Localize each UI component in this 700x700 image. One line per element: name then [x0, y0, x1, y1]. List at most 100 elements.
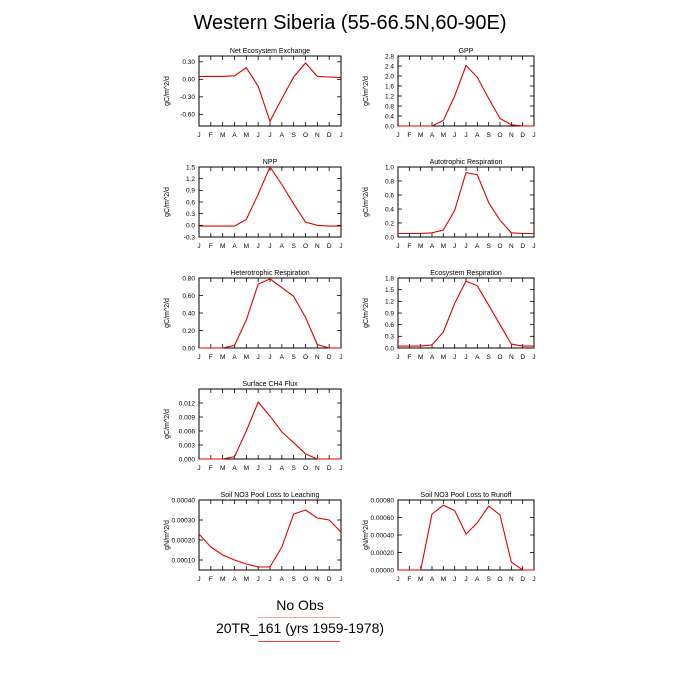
plot-frame: [198, 388, 342, 460]
y-tick-label: 0.0: [385, 234, 394, 241]
y-tick-label: 0.00: [182, 345, 195, 352]
x-tick-label: J: [339, 354, 342, 361]
x-tick-label: M: [418, 354, 423, 361]
y-tick-label: 0.00: [182, 77, 195, 84]
series-line: [198, 509, 342, 568]
x-tick-label: N: [509, 243, 514, 250]
x-tick-label: J: [464, 576, 467, 583]
x-tick-label: N: [509, 576, 514, 583]
x-tick-label: D: [520, 576, 525, 583]
x-tick-label: J: [257, 465, 260, 472]
y-tick-label: 0.00030: [172, 517, 196, 524]
y-tick-label: 1.6: [385, 83, 394, 90]
x-tick-label: F: [407, 354, 411, 361]
y-tick-label: 0.00010: [172, 557, 196, 564]
x-tick-label: A: [232, 243, 237, 250]
x-tick-label: J: [257, 576, 260, 583]
panel-title: NPP: [263, 159, 278, 166]
y-tick-label: 0.000: [179, 456, 196, 463]
x-tick-label: A: [430, 243, 435, 250]
x-tick-label: J: [257, 354, 260, 361]
x-tick-label: F: [209, 132, 213, 139]
y-tick-label: 0.9: [385, 310, 394, 317]
y-tick-label: 0.00020: [172, 537, 196, 544]
x-tick-label: J: [339, 132, 342, 139]
y-tick-label: 0.0: [385, 123, 394, 130]
plot-frame: [198, 55, 342, 127]
chart-panel: Ecosystem Respiration gC/m^2/d 0.0 0.3 0.6 0.…: [363, 270, 536, 361]
y-tick-label: -0.60: [180, 112, 195, 119]
y-tick-label: 0.006: [179, 428, 196, 435]
y-axis-label: gC/m^2/d: [363, 187, 370, 217]
x-tick-label: J: [339, 243, 342, 250]
y-tick-label: 0.30: [182, 59, 195, 66]
x-tick-label: J: [396, 354, 399, 361]
y-tick-label: 0.60: [182, 293, 195, 300]
x-tick-label: J: [453, 576, 456, 583]
y-tick-label: 0.6: [385, 192, 394, 199]
x-tick-label: M: [244, 576, 249, 583]
x-tick-label: M: [244, 465, 249, 472]
x-tick-label: J: [197, 132, 200, 139]
x-tick-label: S: [291, 354, 296, 361]
x-tick-label: S: [486, 132, 491, 139]
plot-frame: [397, 499, 535, 571]
chart-panel: Soil NO3 Pool Loss to LeachinggN/m^2/d0.…: [164, 492, 343, 583]
x-tick-label: D: [327, 576, 332, 583]
series-line: [398, 504, 534, 571]
y-tick-label: 0.00060: [371, 515, 395, 522]
x-tick-label: A: [232, 576, 237, 583]
panel-title: Soil NO3 Pool Loss to Runoff: [421, 492, 512, 499]
y-tick-label: 1.8: [385, 275, 394, 282]
plot-frame: [397, 166, 535, 238]
x-tick-label: J: [197, 576, 200, 583]
x-tick-label: J: [268, 354, 271, 361]
x-tick-label: J: [339, 576, 342, 583]
x-tick-label: A: [232, 132, 237, 139]
figure-title: Western Siberia (55-66.5N,60-90E): [193, 12, 507, 34]
x-tick-label: S: [291, 132, 296, 139]
y-tick-label: 0.8: [385, 103, 394, 110]
x-tick-label: O: [303, 576, 308, 583]
x-tick-label: M: [441, 354, 446, 361]
x-tick-label: S: [486, 243, 491, 250]
x-tick-label: J: [197, 465, 200, 472]
series-line: [398, 280, 534, 347]
x-tick-label: J: [257, 132, 260, 139]
y-axis-label: gC/m^2/d: [164, 187, 171, 217]
x-tick-label: J: [396, 243, 399, 250]
x-tick-label: J: [197, 354, 200, 361]
y-tick-label: 0.6: [385, 322, 394, 329]
x-tick-label: O: [303, 354, 308, 361]
x-tick-label: N: [315, 576, 320, 583]
x-tick-label: S: [291, 465, 296, 472]
x-tick-label: J: [396, 576, 399, 583]
y-tick-label: 0.20: [182, 328, 195, 335]
y-tick-label: -0.30: [180, 94, 195, 101]
x-tick-label: J: [268, 465, 271, 472]
panel-title: Net Ecosystem Exchange: [230, 48, 310, 55]
panel-title: Heterotrophic Respiration: [230, 270, 309, 277]
x-tick-label: M: [220, 243, 225, 250]
y-axis-label: gC/m^2/d: [164, 76, 171, 106]
x-tick-label: M: [441, 132, 446, 139]
x-tick-label: D: [327, 132, 332, 139]
x-tick-label: F: [407, 576, 411, 583]
y-tick-label: 0.4: [385, 206, 394, 213]
x-tick-label: J: [268, 576, 271, 583]
x-tick-label: S: [486, 576, 491, 583]
plot-frame: [198, 277, 342, 349]
x-tick-label: A: [475, 576, 480, 583]
legend-swatch-model: [258, 641, 340, 642]
y-axis-label: gC/m^2/d: [363, 298, 370, 328]
series-line: [199, 401, 341, 460]
y-tick-label: 0.8: [385, 178, 394, 185]
x-tick-label: O: [497, 132, 502, 139]
plot-frame: [397, 277, 535, 349]
x-tick-label: A: [280, 243, 285, 250]
y-axis-label: gC/m^2/d: [363, 76, 370, 106]
x-tick-label: F: [209, 576, 213, 583]
y-tick-label: 0.2: [385, 220, 394, 227]
